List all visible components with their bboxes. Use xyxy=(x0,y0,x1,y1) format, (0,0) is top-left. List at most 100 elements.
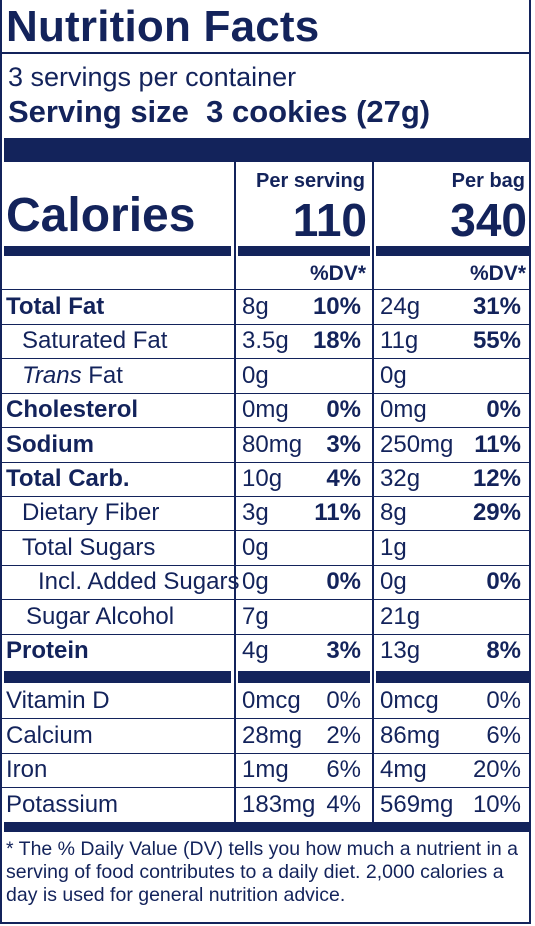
row-divider xyxy=(0,752,531,754)
bag-dv: 31% xyxy=(472,293,521,320)
serving-amount: 10g xyxy=(242,465,283,492)
bag-dv: 29% xyxy=(472,499,521,527)
serving-amount: 183mg xyxy=(242,790,316,818)
serving-amount: 0g xyxy=(242,361,269,389)
serving-amount: 8g xyxy=(242,293,269,320)
serving-dv: 4% xyxy=(326,790,361,818)
row-divider xyxy=(0,427,531,429)
serving-dv: 4% xyxy=(326,465,361,492)
serving-size-value: 3 cookies (27g) xyxy=(206,94,431,129)
nutrient-row: Cholesterol 0mg 0% 0mg 0% xyxy=(0,393,531,429)
serving-amount: 80mg xyxy=(242,430,303,458)
row-divider xyxy=(0,564,531,566)
nutrient-row: Sodium 80mg 3% 250mg 11% xyxy=(0,428,531,463)
calories-label: Calories xyxy=(6,189,196,242)
dv-header-bag: %DV* xyxy=(469,262,526,285)
nutrient-name: Saturated Fat xyxy=(22,327,168,355)
nutrient-name: Sodium xyxy=(6,430,94,458)
vitamin-row: Calcium 28mg 2% 86mg 6% xyxy=(0,719,531,754)
row-divider xyxy=(0,392,531,394)
nutrient-row: Total Sugars 0g 1g xyxy=(0,531,531,566)
bag-amount: 11g xyxy=(380,327,419,355)
vitamin-divider-right xyxy=(376,671,531,683)
vitamin-divider-mid xyxy=(238,671,370,683)
serving-amount: 7g xyxy=(242,602,269,630)
nutrient-name: Incl. Added Sugars xyxy=(38,568,240,596)
bag-amount: 32g xyxy=(380,465,421,492)
calories-divider-mid xyxy=(238,246,370,256)
nutrient-row: Dietary Fiber 3g 11% 8g 29% xyxy=(0,496,531,532)
serving-amount: 0mg xyxy=(242,396,289,424)
thick-divider-top xyxy=(4,138,531,162)
nutrient-row: Protein 4g 3% 13g 8% xyxy=(0,634,531,668)
bag-amount: 0mcg xyxy=(380,687,439,714)
bag-dv: 8% xyxy=(486,637,521,664)
serving-amount: 0mcg xyxy=(242,687,301,714)
calories-per-bag: 340 xyxy=(450,194,527,246)
thick-divider-bottom xyxy=(4,822,531,832)
row-divider xyxy=(0,599,531,601)
bag-dv: 0% xyxy=(486,396,521,424)
vitamin-divider-left xyxy=(4,671,231,683)
nutrient-name: Dietary Fiber xyxy=(22,499,160,527)
bag-dv: 11% xyxy=(474,430,521,458)
serving-dv: 3% xyxy=(326,637,361,664)
panel-title: Nutrition Facts xyxy=(6,2,320,51)
trans-word: Trans xyxy=(22,361,82,389)
nutrient-name: Sugar Alcohol xyxy=(26,602,175,630)
serving-dv: 3% xyxy=(326,430,361,458)
column-header-per-serving: Per serving xyxy=(256,170,365,192)
serving-amount: 4g xyxy=(242,637,269,664)
row-divider xyxy=(0,496,531,497)
bag-dv: 6% xyxy=(486,721,521,749)
serving-dv: 18% xyxy=(312,327,361,355)
column-header-per-bag: Per bag xyxy=(451,170,525,192)
calories-divider-left xyxy=(4,246,231,256)
serving-dv: 6% xyxy=(326,756,361,783)
servings-per-container: 3 servings per container xyxy=(8,62,297,92)
row-divider xyxy=(0,787,531,788)
nutrient-row: Trans Fat 0g 0g xyxy=(0,359,531,394)
bag-amount: 1g xyxy=(380,533,407,561)
nutrient-name: Potassium xyxy=(6,790,119,818)
nutrient-name: Cholesterol xyxy=(6,396,139,424)
bag-dv: 0% xyxy=(486,687,521,714)
dv-header-serving: %DV* xyxy=(309,262,366,285)
nutrient-row: Total Fat 8g 10% 24g 31% xyxy=(0,290,531,325)
bag-amount: 569mg xyxy=(380,790,454,818)
calories-divider-right xyxy=(376,246,531,256)
serving-size: Serving size 3 cookies (27g) xyxy=(8,94,430,130)
serving-amount: 1mg xyxy=(242,756,289,783)
serving-amount: 0g xyxy=(242,568,269,596)
row-divider xyxy=(0,718,531,719)
bag-amount: 86mg xyxy=(380,721,441,749)
bag-amount: 8g xyxy=(380,499,407,527)
serving-amount: 3g xyxy=(242,499,269,527)
serving-dv: 0% xyxy=(326,396,361,424)
nutrient-name: Trans Fat xyxy=(22,361,123,389)
bag-amount: 0g xyxy=(380,361,407,389)
bag-dv: 10% xyxy=(472,790,521,818)
serving-dv: 2% xyxy=(326,721,361,749)
nutrient-name: Protein xyxy=(6,637,89,664)
bag-amount: 0g xyxy=(380,568,407,596)
nutrient-name: Total Sugars xyxy=(22,533,156,561)
row-divider xyxy=(0,530,531,532)
nutrient-name: Vitamin D xyxy=(6,687,110,714)
nutrient-row: Incl. Added Sugars 0g 0% 0g 0% xyxy=(0,565,531,601)
serving-amount: 0g xyxy=(242,533,269,561)
title-divider xyxy=(0,52,531,54)
serving-dv: 0% xyxy=(326,687,361,714)
nutrient-name: Iron xyxy=(6,756,48,783)
bag-dv: 55% xyxy=(472,327,521,355)
row-divider xyxy=(0,461,531,463)
daily-value-footnote: * The % Daily Value (DV) tells you how m… xyxy=(6,838,518,906)
vitamin-row: Iron 1mg 6% 4mg 20% xyxy=(0,753,531,788)
vitamin-row: Potassium 183mg 4% 569mg 10% xyxy=(0,788,531,822)
nutrient-row: Total Carb. 10g 4% 32g 12% xyxy=(0,462,531,497)
bag-amount: 0mg xyxy=(380,396,427,424)
dv-header-divider xyxy=(0,289,531,290)
row-divider xyxy=(0,324,531,325)
serving-dv: 0% xyxy=(326,568,361,596)
bag-amount: 250mg xyxy=(380,430,454,458)
